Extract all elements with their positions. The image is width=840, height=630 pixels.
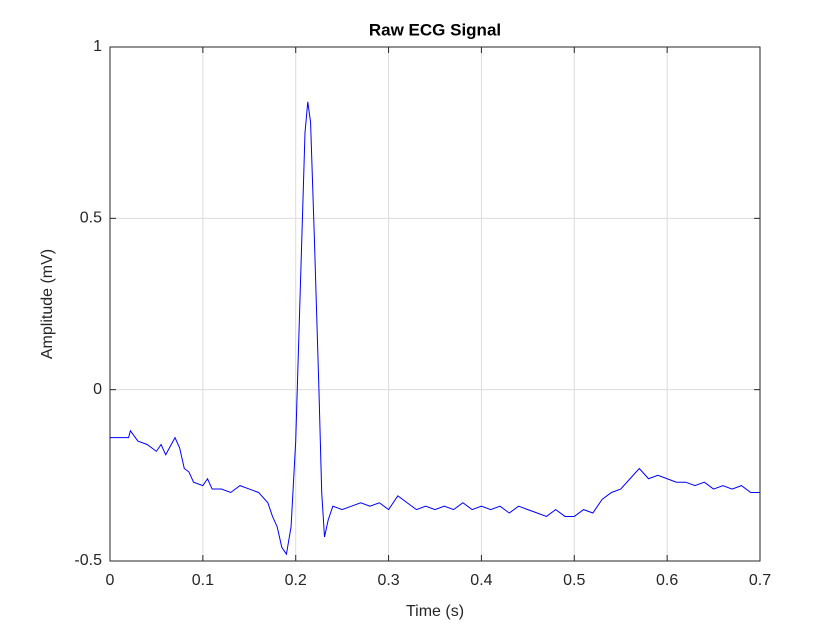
signal-line: [110, 101, 760, 556]
x-tick-label: 0.1: [192, 572, 214, 589]
x-tick-label: 0.6: [656, 572, 678, 589]
x-tick-label: 0.4: [470, 572, 492, 589]
x-tick-label: 0.3: [377, 572, 399, 589]
chart-title: Raw ECG Signal: [369, 20, 501, 39]
x-axis-label: Time (s): [406, 603, 464, 620]
y-axis-label: Amplitude (mV): [39, 249, 56, 359]
x-tick-label: 0.2: [285, 572, 307, 589]
y-tick-label: 0: [93, 381, 102, 398]
axes-box: [109, 46, 761, 562]
x-tick-label: 0.7: [749, 572, 771, 589]
y-tick-label: 1: [93, 38, 102, 55]
x-tick-label: 0.5: [563, 572, 585, 589]
y-tick-label: 0.5: [80, 210, 102, 227]
x-tick-label: 0: [106, 572, 115, 589]
y-tick-label: -0.5: [74, 552, 102, 569]
